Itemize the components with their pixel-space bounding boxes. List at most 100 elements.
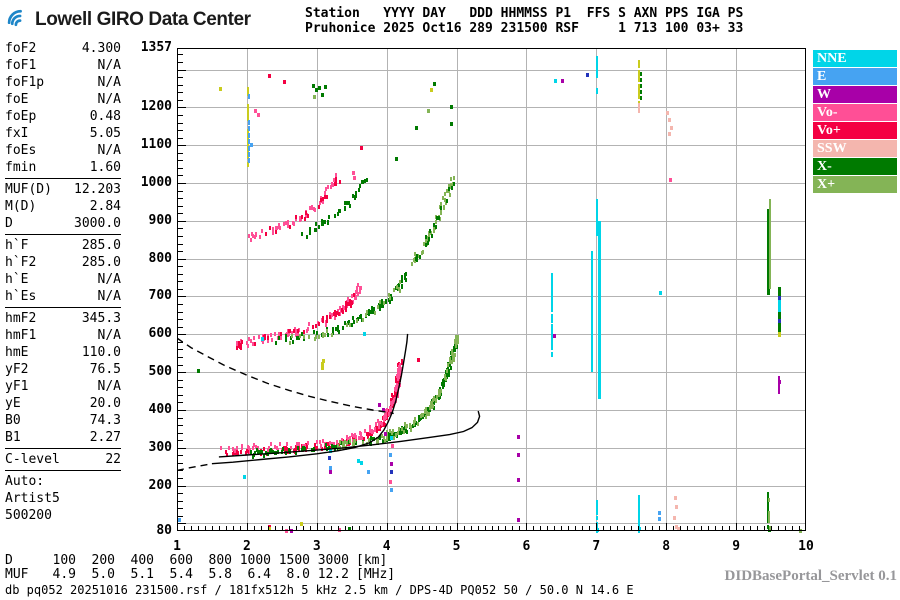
y-axis-tick (178, 114, 183, 116)
echo-dot (395, 387, 398, 392)
echo-dot (292, 339, 295, 344)
echo-dot (395, 432, 398, 437)
echo-dot (377, 427, 380, 432)
echo-dot (280, 449, 283, 454)
echo-dot (355, 319, 358, 324)
echo-dash (778, 375, 781, 381)
x-axis-tick (330, 526, 332, 530)
echo-dot (382, 300, 385, 305)
echo-dot (283, 80, 287, 85)
echo-dot (361, 436, 364, 441)
echo-dot (382, 418, 385, 423)
grid-line-h (177, 523, 806, 525)
x-axis-tick (239, 526, 241, 530)
echo-dot (371, 429, 374, 434)
param-value: 5.05 (89, 126, 121, 141)
echo-dot (274, 331, 277, 336)
echo-dot (450, 348, 453, 353)
echo-dot (418, 416, 421, 421)
echo-dot (348, 201, 351, 206)
echo-dot (310, 206, 313, 211)
muf-value: 5.8 (208, 567, 232, 582)
echo-dot (360, 145, 364, 150)
echo-dot (339, 440, 342, 445)
echo-dot (398, 280, 401, 285)
echo-dot (296, 336, 299, 341)
echo-dot (434, 220, 437, 225)
echo-column (766, 208, 770, 296)
x-axis-tick (393, 526, 395, 530)
echo-dot (391, 401, 394, 406)
echo-dot (315, 440, 318, 445)
echo-dot (381, 433, 384, 438)
echo-dot (442, 378, 445, 383)
echo-class-legend: NNE E W Vo- Vo+ SSW X- X+ (813, 50, 897, 194)
echo-dot (297, 332, 300, 337)
echo-dot (285, 446, 288, 451)
echo-dot (322, 197, 325, 202)
echo-dot (294, 333, 297, 338)
param-value: 110.0 (81, 345, 121, 360)
echo-dot (289, 340, 292, 345)
y-axis-label: 600 (148, 326, 172, 342)
param-value: 76.5 (89, 362, 121, 377)
param-value: 22 (105, 452, 121, 467)
echo-dot (383, 431, 387, 436)
echo-dot (437, 395, 440, 400)
echo-dot (275, 340, 278, 345)
echo-dot (254, 444, 257, 449)
muf-value: 800 (208, 553, 232, 568)
echo-dot (312, 325, 315, 330)
muf-value: 3000 (317, 553, 349, 568)
echo-dot (390, 487, 394, 492)
echo-dash (550, 344, 553, 350)
echo-dot (335, 173, 338, 178)
echo-dot (326, 319, 329, 324)
x-axis-label: 10 (798, 539, 814, 554)
echo-dot (400, 284, 403, 289)
y-axis-label: 400 (148, 401, 172, 417)
echo-dot (313, 206, 316, 211)
muf-value: 5.1 (130, 567, 154, 582)
muf-value: 1000 (239, 553, 271, 568)
y-axis-tick (178, 478, 183, 480)
echo-dot (328, 214, 331, 219)
echo-dot (334, 312, 337, 317)
echo-dot (387, 411, 390, 416)
echo-dot (428, 230, 431, 235)
echo-dot (397, 283, 400, 288)
echo-dot (301, 214, 304, 219)
echo-dot (439, 211, 442, 216)
y-axis-tick (178, 288, 183, 290)
echo-dot (392, 435, 395, 440)
echo-dot (254, 450, 257, 455)
grid-line-h (177, 258, 806, 260)
echo-dot (286, 447, 289, 452)
echo-dash (550, 324, 553, 330)
param-value: N/A (97, 75, 121, 90)
y-axis-tick (178, 296, 186, 298)
param-value: 345.3 (81, 311, 121, 326)
plot-border (805, 48, 806, 531)
muf-value: 12.2 (317, 567, 349, 582)
echo-dot (337, 527, 341, 532)
echo-dot (413, 419, 416, 424)
y-axis-tick (178, 432, 183, 434)
echo-dot (415, 253, 418, 258)
plot-border (177, 48, 806, 49)
echo-dot (449, 356, 452, 361)
echo-dot (375, 428, 378, 433)
echo-dot (320, 93, 324, 97)
echo-dot (297, 336, 300, 341)
echo-dot (394, 394, 397, 399)
x-axis-tick (246, 523, 248, 530)
echo-dot (355, 296, 358, 301)
y-axis-tick (178, 69, 186, 71)
echo-dash (637, 497, 640, 502)
echo-dot (360, 460, 364, 465)
y-axis-tick (178, 311, 183, 313)
echo-dot (395, 378, 398, 383)
echo-dot (294, 444, 297, 449)
echo-dot (280, 332, 283, 337)
echo-dot (240, 444, 243, 449)
